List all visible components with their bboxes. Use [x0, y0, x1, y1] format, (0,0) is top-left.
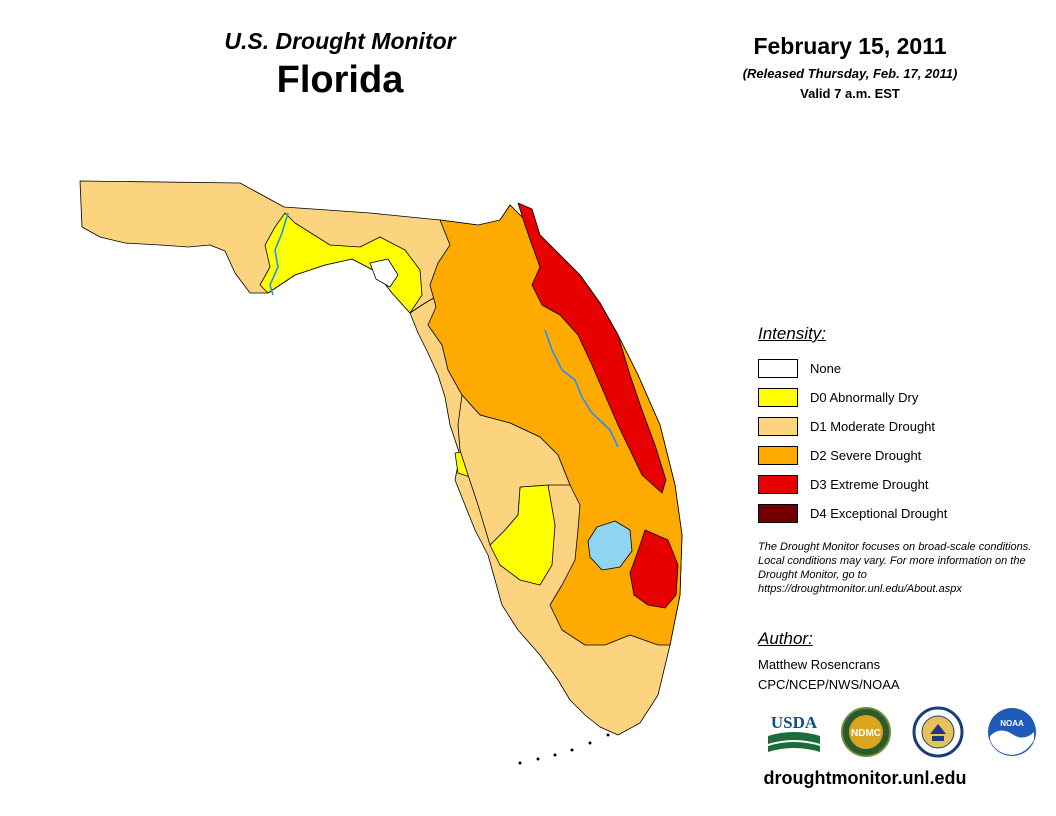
legend-label: D2 Severe Drought	[810, 448, 922, 463]
legend-item: None	[758, 354, 1048, 383]
legend: Intensity: None D0 Abnormally Dry D1 Moder…	[758, 324, 1048, 528]
legend-swatch	[758, 417, 798, 436]
legend-swatch	[758, 475, 798, 494]
noaa-logo: NOAA	[988, 708, 1036, 756]
legend-swatch	[758, 504, 798, 523]
release-date: (Released Thursday, Feb. 17, 2011)	[742, 66, 958, 81]
drought-monitor-note: The Drought Monitor focuses on broad-sca…	[758, 541, 1032, 595]
lake-okeechobee	[587, 520, 633, 571]
svg-text:USDA: USDA	[771, 713, 818, 732]
agency-logos: USDA NDMC NOAA	[764, 706, 1054, 762]
legend-rows: None D0 Abnormally Dry D1 Moderate Drought…	[758, 354, 1048, 528]
monitor-title: U.S. Drought Monitor	[224, 28, 456, 54]
map-region-d3-northeast	[517, 202, 667, 494]
legend-label: D4 Exceptional Drought	[810, 506, 948, 521]
legend-item: D2 Severe Drought	[758, 441, 1048, 470]
legend-item: D1 Moderate Drought	[758, 412, 1048, 441]
legend-label: None	[810, 361, 842, 376]
website-link[interactable]: droughtmonitor.unl.edu	[763, 768, 967, 788]
state-title: Florida	[276, 59, 404, 101]
river-apalachicola	[269, 212, 289, 296]
header-right: February 15, 2011 (Released Thursday, Fe…	[700, 33, 1000, 101]
legend-item: D4 Exceptional Drought	[758, 499, 1048, 528]
legend-swatch	[758, 359, 798, 378]
header-left: U.S. Drought Monitor Florida	[150, 28, 530, 102]
map-date: February 15, 2011	[753, 33, 947, 59]
usda-logo: USDA	[768, 713, 820, 752]
svg-text:NOAA: NOAA	[1000, 719, 1024, 728]
legend-swatch	[758, 388, 798, 407]
legend-label: D1 Moderate Drought	[810, 419, 936, 434]
valid-time: Valid 7 a.m. EST	[800, 86, 900, 101]
ndmc-logo: NDMC	[841, 707, 891, 757]
legend-item: D0 Abnormally Dry	[758, 383, 1048, 412]
legend-label: D0 Abnormally Dry	[810, 390, 919, 405]
legend-item: D3 Extreme Drought	[758, 470, 1048, 499]
legend-swatch	[758, 446, 798, 465]
legend-heading: Intensity:	[758, 324, 827, 343]
river-st-johns	[544, 329, 619, 448]
map-region-d3-southeast	[629, 529, 679, 609]
author-org: CPC/NCEP/NWS/NOAA	[758, 677, 900, 692]
commerce-seal-logo	[912, 706, 964, 758]
legend-label: D3 Extreme Drought	[810, 477, 929, 492]
florida-keys	[518, 733, 610, 765]
map-region-d1-center	[457, 394, 571, 546]
author-name: Matthew Rosencrans	[758, 657, 881, 672]
svg-text:NDMC: NDMC	[851, 728, 881, 739]
author-heading: Author:	[758, 629, 813, 648]
map-region-none	[369, 258, 399, 288]
florida-drought-map	[79, 180, 683, 765]
